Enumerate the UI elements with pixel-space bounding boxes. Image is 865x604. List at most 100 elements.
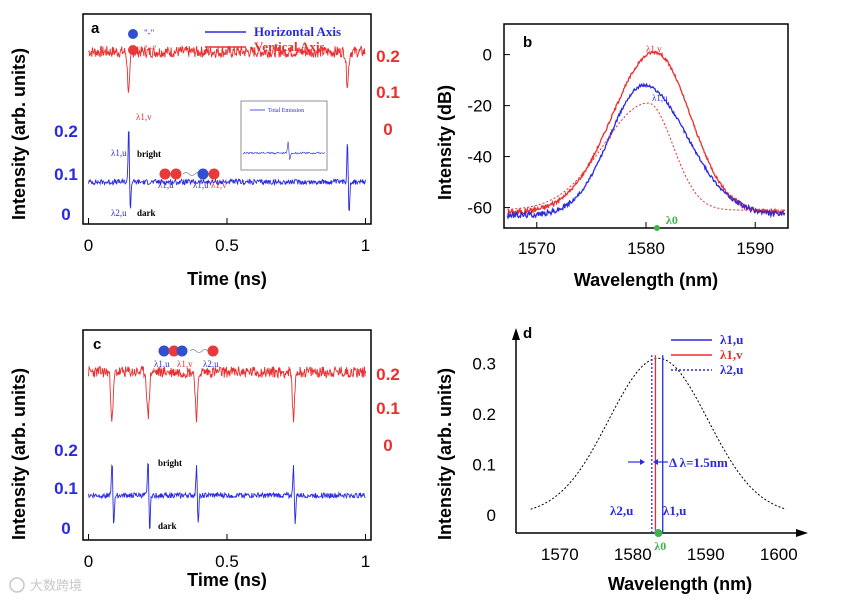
x-tick-label: 0 <box>84 236 93 255</box>
x-tick-label: 1 <box>361 552 370 571</box>
panel-d-ticks: 1570 1580 1590 1600 0.3 0.2 0.1 0 <box>472 354 797 564</box>
axis-a-ylabel: Intensity (arb. units) <box>9 48 29 220</box>
y-tick-label-right: 0.2 <box>376 47 400 66</box>
legend-d-text-1: λ1,u <box>720 332 743 347</box>
panel-d-lambda0-label: λ0 <box>654 539 666 553</box>
y-tick-label: 0.2 <box>472 405 496 424</box>
y-tick-label-left: 0.1 <box>54 479 78 498</box>
panel-a-inset: Total Emission <box>240 100 328 171</box>
panel-a-ticks: 0 0.5 1 0.2 0.1 0 0.2 0.1 0 <box>54 47 400 255</box>
series-red-line <box>506 49 786 217</box>
diagram-a-dot-4 <box>208 168 220 180</box>
annot-c-dark: dark <box>158 521 177 531</box>
y-tick-label-right: 0 <box>383 120 392 139</box>
panel-a-frame <box>82 13 372 225</box>
panel-a-label: a <box>91 20 100 37</box>
legend-dot-blue-label: "-" <box>144 28 155 38</box>
panel-b-ticks: 1570 1580 1590 0 -20 -40 -60 <box>467 46 774 258</box>
x-tick-label: 1580 <box>614 545 652 564</box>
panel-c-frame <box>82 329 372 541</box>
diagram-c-dot-2 <box>168 345 180 357</box>
diagram-a-label-3: λ1,v <box>211 180 227 190</box>
inset-trace <box>242 141 325 160</box>
watermark-icon <box>9 577 25 593</box>
y-tick-label: -20 <box>467 97 492 116</box>
annot-d-left: λ2,u <box>610 503 633 518</box>
y-tick-label: 0 <box>483 46 492 65</box>
annot-a-l2u: λ2,u <box>111 208 127 218</box>
panel-c-ticks: 0 0.5 1 0.2 0.1 0 0.2 0.1 0 <box>54 365 400 571</box>
inset-legend-label: Total Emission <box>268 108 304 114</box>
annot-a-dark: dark <box>137 208 156 218</box>
annot-c-bright: bright <box>158 458 182 468</box>
diagram-a-dot-3 <box>197 168 209 180</box>
series-total-line <box>507 102 785 211</box>
diagram-c-dot-4 <box>207 345 219 357</box>
series-blue-line <box>506 82 786 221</box>
annot-b-peak-red: λ1,v <box>646 44 662 54</box>
legend-d-text-3: λ2,u <box>720 362 743 377</box>
diagram-c-dot-1 <box>158 345 170 357</box>
x-tick-label: 1590 <box>687 545 725 564</box>
diagram-c-label-2: λ1,v <box>177 359 193 369</box>
panel-a: a Horizontal Axis Vertical Axis "-" "+" … <box>9 13 400 289</box>
axis-d-xlabel: Wavelength (nm) <box>608 574 752 594</box>
axis-b-ylabel: Intensity (dB) <box>435 85 455 200</box>
panel-b-traces <box>506 49 786 221</box>
x-tick-label: 1570 <box>541 545 579 564</box>
y-tick-label-left: 0.2 <box>54 441 78 460</box>
y-tick-label-left: 0 <box>61 205 70 224</box>
delta-arrow-left-head <box>640 459 645 465</box>
y-tick-label: -40 <box>467 148 492 167</box>
watermark-text: 大数跨境 <box>30 579 82 594</box>
panel-a-diagram: λ1,u λ1,u λ1,v <box>158 168 227 190</box>
panel-c: c λ1,u λ1,v λ2,u bright dark 0 0.5 1 0.2 0.1… <box>9 329 400 590</box>
axis-c-xlabel: Time (ns) <box>187 570 267 590</box>
y-tick-label: 0.3 <box>472 354 496 373</box>
delta-arrow: Δ λ=1.5nm <box>628 455 728 470</box>
y-tick-label: 0 <box>487 506 496 525</box>
diagram-c-wave <box>189 349 209 353</box>
legend-d-text-2: λ1,v <box>720 347 743 362</box>
annot-b-peak-blue: λ1,u <box>652 93 668 103</box>
axis-b-xlabel: Wavelength (nm) <box>574 270 718 290</box>
annot-d-right: λ1,u <box>663 503 686 518</box>
panel-c-label: c <box>93 336 101 353</box>
x-tick-label: 0.5 <box>215 236 239 255</box>
panel-d-traces <box>530 355 787 533</box>
panel-b-label: b <box>523 34 532 51</box>
series-blue-line <box>88 462 366 529</box>
y-tick-label-right: 0 <box>383 436 392 455</box>
diagram-c-label-3: λ2,u <box>203 359 219 369</box>
panel-a-traces <box>88 44 366 212</box>
panel-b-lambda0-label: λ0 <box>666 213 678 227</box>
panel-b-frame <box>503 23 789 229</box>
series-red-line <box>88 365 366 423</box>
axis-d-ylabel: Intensity (arb. units) <box>435 368 455 540</box>
axis-c-ylabel: Intensity (arb. units) <box>9 368 29 540</box>
x-tick-label: 0.5 <box>215 552 239 571</box>
panel-c-traces <box>88 365 366 529</box>
panel-b-lambda0-marker <box>653 225 660 231</box>
diagram-a-label-1: λ1,u <box>158 180 174 190</box>
series-red-line <box>88 44 366 93</box>
panel-d-lambda0-marker <box>654 529 663 537</box>
annot-a-l1v: λ1,v <box>136 112 152 122</box>
legend-text-vertical: Vertical Axis <box>254 39 325 54</box>
diagram-a-dot-1 <box>159 168 171 180</box>
y-tick-label-right: 0.1 <box>376 399 400 418</box>
axis-d-y-arrow <box>512 328 520 340</box>
y-tick-label: 0.1 <box>472 455 496 474</box>
y-tick-label-left: 0 <box>61 519 70 538</box>
diagram-c-label-1: λ1,u <box>154 359 170 369</box>
panel-c-diagram: λ1,u λ1,v λ2,u <box>154 345 219 369</box>
diagram-a-dot-2 <box>170 168 182 180</box>
inset-series-line <box>242 141 325 160</box>
y-tick-label-right: 0.1 <box>376 83 400 102</box>
watermark: 大数跨境 <box>9 577 82 594</box>
x-tick-label: 1580 <box>627 239 665 258</box>
y-tick-label: -60 <box>467 199 492 218</box>
gain-curve-line <box>530 357 787 510</box>
legend-text-horizontal: Horizontal Axis <box>254 24 341 39</box>
x-tick-label: 1 <box>361 236 370 255</box>
